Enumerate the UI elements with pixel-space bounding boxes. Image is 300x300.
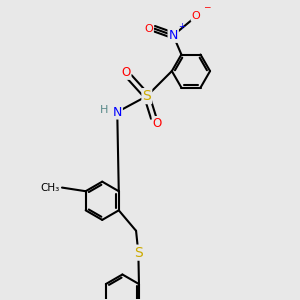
Text: +: +	[178, 22, 185, 31]
Text: O: O	[121, 66, 130, 79]
Text: O: O	[153, 117, 162, 130]
Text: N: N	[169, 29, 178, 42]
Text: O: O	[144, 24, 153, 34]
Text: N: N	[112, 106, 122, 118]
Text: O: O	[192, 11, 200, 21]
Text: H: H	[100, 105, 109, 115]
Text: CH₃: CH₃	[40, 183, 60, 193]
Text: S: S	[142, 89, 151, 103]
Text: −: −	[203, 2, 211, 11]
Text: S: S	[134, 246, 143, 260]
